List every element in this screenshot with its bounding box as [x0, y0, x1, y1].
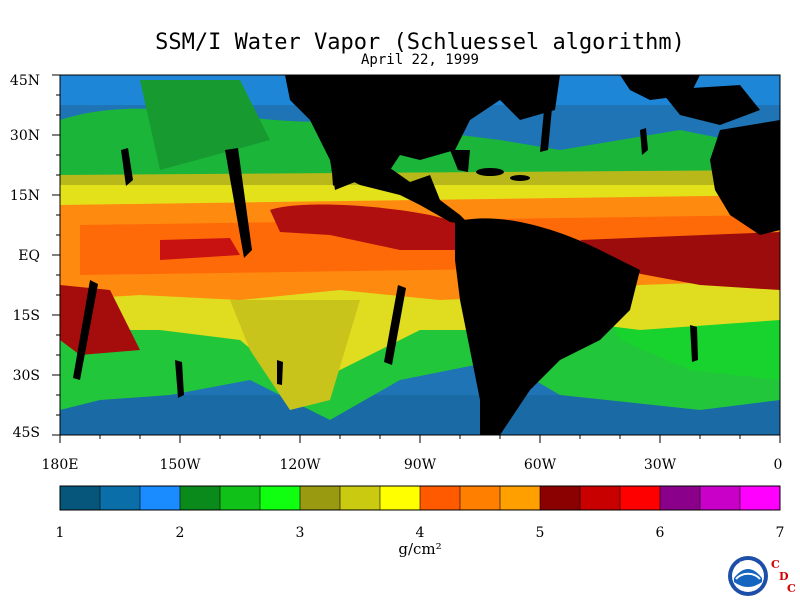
lat-label: 15S: [13, 308, 40, 324]
caribbean-island: [476, 168, 504, 176]
cdc-letter: C: [771, 558, 780, 571]
lon-label: 60W: [524, 457, 557, 473]
colorbar-tick-label: 7: [776, 525, 785, 541]
lon-axis: 180E 150W 120W 90W 60W 30W 0: [42, 435, 783, 473]
colorbar-swatch: [100, 486, 141, 510]
cdc-letter: D: [779, 570, 789, 583]
colorbar-tick-label: 2: [176, 525, 185, 541]
yellow-spur: [230, 300, 360, 410]
swath-gap: [121, 148, 133, 186]
south-america: [455, 218, 640, 435]
lon-label: 90W: [404, 457, 437, 473]
colorbar-swatch: [500, 486, 541, 510]
north-america: [285, 75, 560, 190]
lat-label: 45N: [10, 73, 40, 89]
colorbar-swatch: [380, 486, 421, 510]
colorbar-swatch: [700, 486, 741, 510]
swath-gap: [690, 325, 698, 362]
swath-gap: [225, 148, 252, 258]
colorbar-swatch: [300, 486, 341, 510]
colorbar-swatch: [260, 486, 301, 510]
colorbar-swatch: [140, 486, 181, 510]
africa: [710, 120, 780, 235]
colorbar-swatch: [740, 486, 781, 510]
lat-label: EQ: [18, 248, 40, 264]
noaa-logo: NOAA C D C: [728, 556, 796, 596]
swath-gap: [488, 330, 496, 365]
swath-gap: [175, 360, 184, 398]
lat-label: 15N: [10, 188, 40, 204]
lat-axis: 45N 30N 15N EQ 15S 30S 45S: [10, 73, 60, 441]
red-central-pacific: [270, 204, 470, 250]
swath-gap: [73, 280, 98, 380]
green-northwest-patch: [140, 80, 270, 170]
swath-gap: [540, 98, 553, 152]
land: [73, 75, 780, 435]
map-date: April 22, 1999: [360, 52, 479, 68]
colorbar-swatch: [460, 486, 501, 510]
lon-label: 120W: [279, 457, 321, 473]
colorbar: [59, 485, 781, 511]
red-southwest-pacific: [60, 285, 140, 355]
swath-gap: [640, 128, 648, 155]
colorbar-tick-label: 4: [416, 525, 425, 541]
colorbar-swatch: [620, 486, 661, 510]
colorbar-tick-label: 5: [536, 525, 545, 541]
colorbar-labels: 1 2 3 4 5 6 7: [56, 525, 785, 541]
swath-gap: [330, 142, 340, 186]
colorbar-swatch: [660, 486, 701, 510]
swath-gap: [277, 360, 283, 385]
caribbean-island: [510, 175, 530, 181]
colorbar-unit: g/cm²: [398, 540, 442, 558]
florida: [450, 150, 470, 172]
colorbar-swatch: [220, 486, 261, 510]
lat-label: 30S: [13, 368, 40, 384]
lon-label: 180E: [42, 457, 79, 473]
lon-label: 30W: [644, 457, 677, 473]
lat-label: 45S: [13, 425, 40, 441]
colorbar-swatch: [420, 486, 461, 510]
europe-corner: [660, 85, 760, 125]
red-atlantic-africa: [580, 232, 780, 290]
colorbar-tick-label: 1: [56, 525, 65, 541]
central-america: [330, 168, 470, 225]
lat-label: 30N: [10, 128, 40, 144]
colorbar-tick-label: 3: [296, 525, 305, 541]
colorbar-swatch: [340, 486, 381, 510]
colorbar-swatch: [580, 486, 621, 510]
red-streak: [160, 238, 240, 260]
colorbar-swatch: [180, 486, 221, 510]
colorbar-tick-label: 6: [656, 525, 665, 541]
map-title: SSM/I Water Vapor (Schluessel algorithm): [155, 30, 685, 55]
lon-label: 0: [774, 457, 783, 473]
swath-gap: [384, 285, 406, 365]
lon-label: 150W: [159, 457, 201, 473]
colorbar-swatch: [540, 486, 581, 510]
cdc-letter: C: [787, 582, 796, 595]
noaa-logo-text: NOAA: [739, 561, 757, 568]
colorbar-swatch: [60, 486, 101, 510]
